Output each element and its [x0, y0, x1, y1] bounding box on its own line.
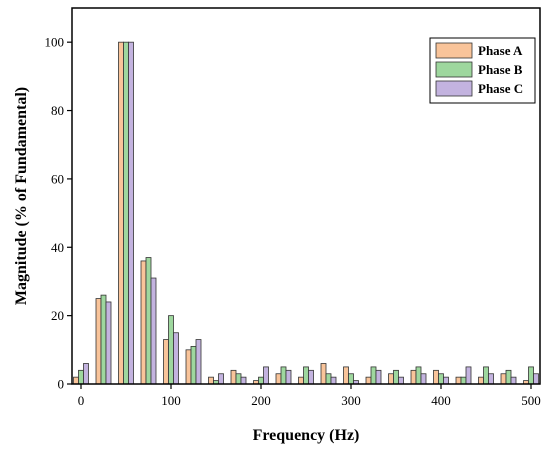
bar-phase-c-275: [330, 376, 337, 385]
bar-phase-c-425: [465, 366, 472, 385]
y-tick-label-20: 20: [51, 308, 64, 323]
bar-phase-c-75: [150, 277, 157, 385]
y-axis-title: Magnitude (% of Fundamental): [13, 87, 30, 305]
bar-phase-b-475: [505, 369, 512, 385]
bar-phase-b-225: [280, 366, 287, 385]
bar-phase-c-0: [83, 363, 89, 385]
x-tick-label-400: 400: [431, 393, 451, 408]
bar-phase-a-250: [298, 376, 304, 385]
bar-phase-c-475: [510, 376, 517, 385]
bar-phase-c-450: [488, 373, 494, 385]
bar-phase-a-175: [230, 369, 237, 385]
bar-phase-c-100: [173, 332, 179, 385]
bar-phase-a-350: [388, 373, 394, 385]
bar-phase-b-450: [483, 366, 489, 385]
bar-phase-c-350: [398, 376, 404, 385]
bar-phase-a-0: [73, 376, 79, 385]
bar-phase-b-250: [303, 366, 309, 385]
bar-phase-c-150: [218, 373, 224, 385]
bar-phase-b-400: [438, 373, 444, 385]
bar-phase-c-325: [375, 369, 382, 385]
bar-phase-c-250: [308, 369, 314, 385]
y-tick-label-80: 80: [51, 103, 64, 118]
bar-phase-b-0: [78, 369, 84, 385]
bar-phase-b-375: [415, 366, 422, 385]
bars-group: [73, 41, 539, 385]
bar-phase-b-500: [528, 366, 534, 385]
bar-phase-a-425: [455, 376, 462, 385]
y-tick-label-0: 0: [58, 377, 65, 392]
y-tick-label-40: 40: [51, 240, 64, 255]
bar-phase-b-200: [258, 376, 264, 385]
bar-phase-c-375: [420, 373, 427, 385]
y-tick-label-60: 60: [51, 171, 64, 186]
legend-swatch-1: [435, 42, 473, 59]
x-tick-label-500: 500: [521, 393, 541, 408]
bar-phase-c-200: [263, 366, 269, 385]
bar-phase-a-50: [118, 41, 124, 385]
legend-swatch-3: [435, 80, 473, 97]
bar-phase-a-225: [275, 373, 282, 385]
bar-phase-a-400: [433, 369, 439, 385]
x-tick-label-300: 300: [341, 393, 361, 408]
bar-phase-b-425: [460, 376, 467, 385]
bar-phase-a-375: [410, 369, 417, 385]
bar-phase-c-225: [285, 369, 292, 385]
bar-phase-c-175: [240, 376, 247, 385]
bar-phase-a-100: [163, 339, 169, 385]
bar-phase-c-400: [443, 376, 449, 385]
y-tick-label-100: 100: [45, 35, 65, 50]
x-tick-label-0: 0: [78, 393, 85, 408]
legend-label-2: Phase B: [478, 62, 523, 77]
bar-phase-b-75: [145, 257, 152, 385]
legend-swatch-2: [435, 61, 473, 78]
x-axis-title: Frequency (Hz): [253, 427, 360, 444]
bar-phase-c-50: [128, 41, 134, 385]
x-tick-label-100: 100: [161, 393, 181, 408]
bar-phase-a-150: [208, 376, 214, 385]
bar-phase-b-25: [100, 294, 107, 385]
bar-phase-a-275: [320, 363, 327, 385]
bar-phase-a-125: [185, 349, 192, 385]
x-axis: 0 100 200 300 400 500: [78, 384, 541, 408]
bar-phase-b-175: [235, 373, 242, 385]
bar-phase-b-125: [190, 345, 197, 385]
bar-phase-c-125: [195, 339, 202, 385]
bar-phase-a-25: [95, 298, 102, 385]
bar-phase-b-350: [393, 369, 399, 385]
y-axis: 0 20 40 60 80 100: [45, 35, 72, 392]
bar-phase-a-325: [365, 376, 372, 385]
bar-phase-b-275: [325, 373, 332, 385]
bar-phase-c-500: [533, 373, 539, 385]
plot-frame: [71, 7, 541, 385]
bar-phase-a-300: [343, 366, 349, 385]
bar-phase-b-50: [123, 41, 129, 385]
bar-phase-a-75: [140, 260, 147, 385]
bar-phase-b-100: [168, 315, 174, 385]
legend-label-1: Phase A: [478, 43, 523, 58]
bar-phase-a-450: [478, 376, 484, 385]
bar-phase-a-475: [500, 373, 507, 385]
legend-label-3: Phase C: [478, 81, 523, 96]
bar-phase-c-25: [105, 301, 112, 385]
bar-phase-b-300: [348, 373, 354, 385]
x-tick-label-200: 200: [251, 393, 271, 408]
legend: Phase A Phase B Phase C: [429, 37, 536, 104]
bar-phase-b-325: [370, 366, 377, 385]
